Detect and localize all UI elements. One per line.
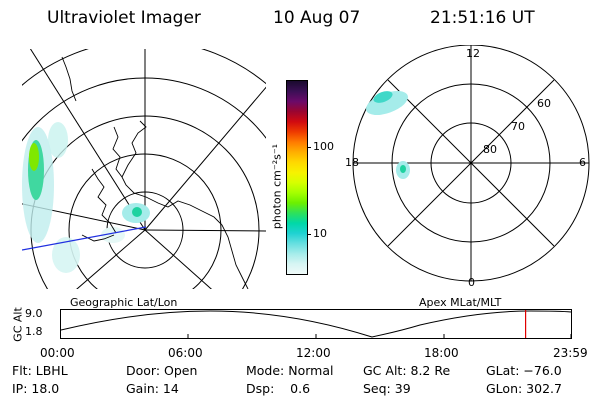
door-readout: Door: Open	[126, 363, 198, 378]
ip-readout: IP: 18.0	[12, 381, 60, 396]
colorbar-label-100: 100	[313, 140, 334, 153]
colorbar-unit-label: photon cm⁻²s⁻¹	[270, 143, 284, 230]
magnetic-polar-map	[352, 45, 590, 282]
colorbar-label-10: 10	[313, 227, 327, 240]
time-tick-1800: 18:00	[424, 346, 459, 360]
time-tick-1200: 12:00	[296, 346, 331, 360]
dsp-readout: Dsp: 0.6	[246, 381, 311, 396]
mlat-label-60: 60	[537, 97, 551, 110]
color-scale-bar	[286, 80, 308, 275]
colorbar-tick-100	[307, 147, 311, 148]
altitude-tick-top: 9.0	[25, 307, 43, 320]
sequence-readout: Seq: 39	[363, 381, 411, 396]
mlt-label-6: 6	[579, 156, 586, 169]
altitude-plot	[60, 309, 572, 339]
observation-date: 10 Aug 07	[273, 8, 361, 28]
time-tick-0600: 06:00	[168, 346, 203, 360]
mlt-label-0: 0	[468, 276, 475, 289]
filter-readout: Flt: LBHL	[12, 363, 68, 378]
instrument-title: Ultraviolet Imager	[47, 8, 201, 28]
geo-latitude-readout: GLat: −76.0	[486, 363, 562, 378]
time-tick-0000: 00:00	[40, 346, 75, 360]
altitude-axis-label: GC Alt	[11, 307, 25, 342]
mlt-label-12: 12	[466, 47, 480, 60]
altitude-tick-bottom: 1.8	[25, 325, 43, 338]
mlt-label-18: 18	[345, 156, 359, 169]
colorbar-tick-10	[307, 234, 311, 235]
geographic-caption: Geographic Lat/Lon	[70, 296, 178, 309]
time-tick-2359: 23:59	[553, 346, 588, 360]
geographic-map	[22, 49, 266, 289]
mlat-label-80: 80	[483, 143, 497, 156]
magnetic-caption: Apex MLat/MLT	[419, 296, 502, 309]
mlat-label-70: 70	[511, 120, 525, 133]
observation-time: 21:51:16 UT	[430, 8, 535, 28]
gain-readout: Gain: 14	[126, 381, 179, 396]
geo-longitude-readout: GLon: 302.7	[486, 381, 562, 396]
mode-readout: Mode: Normal	[246, 363, 334, 378]
gc-altitude-readout: GC Alt: 8.2 Re	[363, 363, 451, 378]
